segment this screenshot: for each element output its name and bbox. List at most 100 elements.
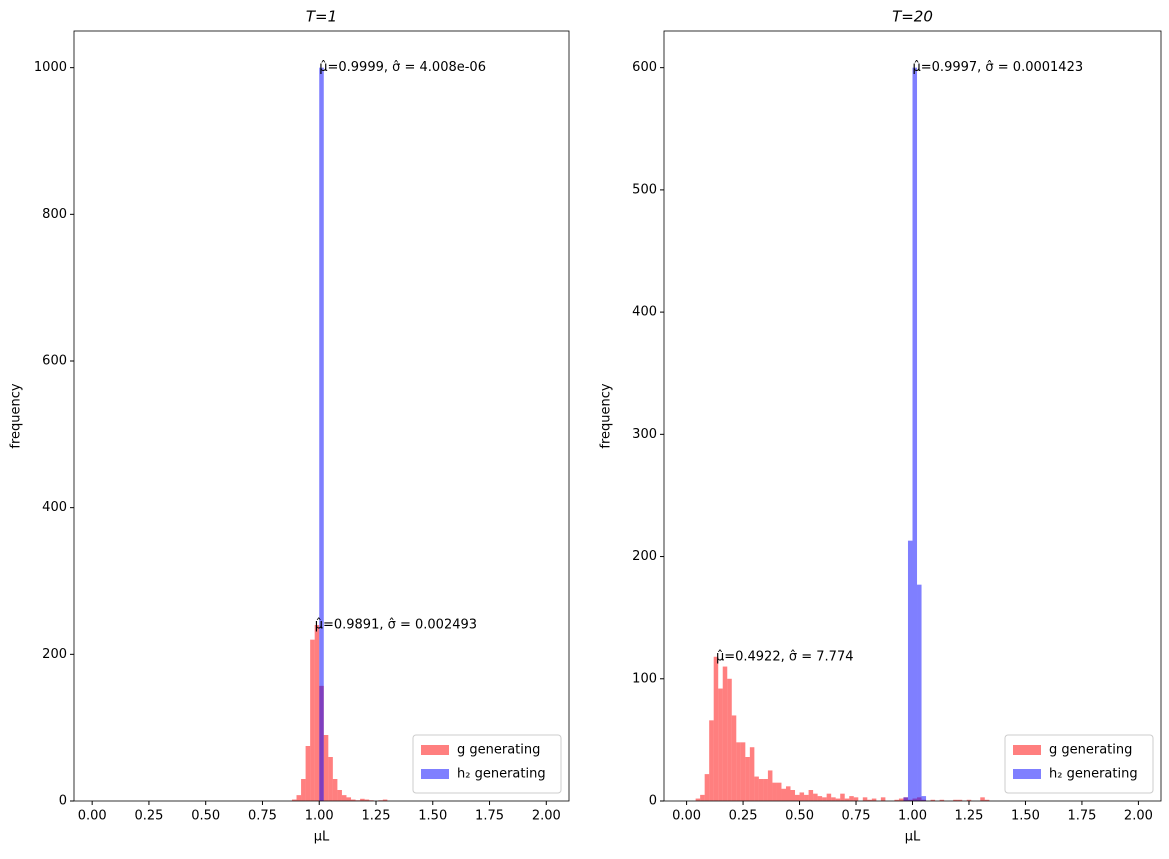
x-tick-label: 1.75 <box>475 809 504 824</box>
legend-swatch <box>421 745 449 755</box>
histogram-bar <box>844 798 850 801</box>
x-axis-label: μL <box>905 830 921 845</box>
legend-label: g generating <box>1049 743 1132 758</box>
histogram-bar <box>966 799 972 801</box>
histogram-bar <box>898 798 904 801</box>
annotation: μ̂=0.9999, σ̂ = 4.008e-06 <box>319 60 486 75</box>
histogram-bar <box>817 796 823 801</box>
histogram-bar <box>727 678 732 801</box>
histogram-bar <box>731 715 737 801</box>
histogram-bar <box>912 67 918 801</box>
y-axis-label: frequency <box>599 383 614 449</box>
y-axis-label: frequency <box>9 383 24 449</box>
histogram-bar <box>351 799 356 801</box>
y-tick-label: 1000 <box>34 60 67 75</box>
legend-swatch <box>1013 745 1041 755</box>
chart-title: T=1 <box>306 8 337 26</box>
histogram-bar <box>319 67 324 801</box>
annotation: μ̂=0.9997, σ̂ = 0.0001423 <box>913 60 1084 75</box>
legend-frame <box>1004 734 1154 794</box>
histogram-bar <box>763 779 768 801</box>
histogram-bar <box>781 788 786 801</box>
histogram-bar <box>709 720 714 801</box>
x-tick-label: 1.25 <box>362 809 391 824</box>
x-tick-label: 0.75 <box>248 809 277 824</box>
histogram-bar <box>799 792 805 801</box>
x-tick-label: 0.75 <box>842 809 871 824</box>
histogram-bar <box>917 584 922 801</box>
y-tick-label: 800 <box>42 207 67 222</box>
y-tick-label: 200 <box>42 647 67 662</box>
subplot: 0.00 0.25 0.50 0.75 1.00 1.25 1.50 1.75 2.00 0 200… <box>9 8 570 845</box>
histogram-bar <box>772 782 777 801</box>
histogram-bar <box>776 782 782 801</box>
histogram-bar <box>831 797 836 801</box>
y-tick-label: 200 <box>632 549 657 564</box>
histogram-bar <box>382 799 388 801</box>
histogram-bar <box>328 757 333 801</box>
histogram-bar <box>713 656 719 801</box>
histogram-bar <box>323 735 329 801</box>
histogram-bar <box>835 798 841 801</box>
histogram-bar <box>804 794 809 801</box>
histogram-bar <box>754 776 759 801</box>
histogram-bar <box>364 799 370 801</box>
histogram-bar <box>808 790 814 801</box>
histogram-bar <box>704 774 710 801</box>
annotation: μ̂=0.9891, σ̂ = 0.002493 <box>315 618 477 633</box>
x-tick-label: 0.50 <box>191 809 220 824</box>
histogram-bar <box>301 779 306 801</box>
histogram-bar <box>907 540 913 801</box>
histogram-bar <box>853 797 859 801</box>
x-tick-label: 1.75 <box>1067 809 1096 824</box>
x-tick-label: 1.00 <box>305 809 334 824</box>
x-tick-label: 2.00 <box>1124 809 1153 824</box>
x-tick-label: 2.00 <box>532 809 561 824</box>
histogram-bar <box>790 790 796 801</box>
histogram-bar <box>785 786 791 801</box>
y-tick-label: 400 <box>42 500 67 515</box>
histogram-bar <box>813 793 818 801</box>
histogram-bar <box>695 798 701 801</box>
histogram-bar <box>767 770 773 801</box>
histogram-bar <box>749 747 755 801</box>
legend-label: h₂ generating <box>457 767 546 782</box>
y-tick-label: 500 <box>632 182 657 197</box>
y-tick-label: 600 <box>42 354 67 369</box>
histogram-bar <box>314 625 320 801</box>
histogram-bar <box>957 799 963 801</box>
legend-swatch <box>421 769 449 779</box>
histogram-bar <box>341 795 347 801</box>
legend-label: g generating <box>457 743 540 758</box>
histogram-bar <box>980 797 985 801</box>
annotation: μ̂=0.4922, σ̂ = 7.774 <box>716 649 854 664</box>
histogram-bar <box>296 795 302 801</box>
histogram-bar <box>722 666 728 801</box>
legend: g generating h₂ generating <box>1004 734 1154 794</box>
x-tick-label: 1.25 <box>955 809 984 824</box>
histogram-bar <box>305 746 311 801</box>
chart-title: T=20 <box>892 8 933 26</box>
histogram-bar <box>826 793 832 801</box>
histogram-bar <box>921 796 927 801</box>
x-tick-label: 1.50 <box>1011 809 1040 824</box>
x-tick-label: 0.00 <box>78 809 107 824</box>
y-tick-label: 0 <box>649 794 657 809</box>
histogram-bar <box>939 799 945 801</box>
y-tick-label: 600 <box>632 60 657 75</box>
histogram-bar <box>894 799 899 801</box>
x-tick-label: 1.00 <box>898 809 927 824</box>
histogram-bar <box>822 797 827 801</box>
histogram-bar <box>291 799 297 801</box>
histogram-bar <box>736 742 741 801</box>
y-tick-label: 300 <box>632 427 657 442</box>
histogram-bar <box>310 639 315 801</box>
histogram-bar <box>795 794 800 801</box>
histogram-bar <box>758 779 764 801</box>
histogram-bar <box>867 799 872 801</box>
x-tick-label: 0.50 <box>785 809 814 824</box>
y-tick-label: 400 <box>632 305 657 320</box>
histogram-bar <box>849 796 854 801</box>
histogram-bar <box>953 799 958 801</box>
